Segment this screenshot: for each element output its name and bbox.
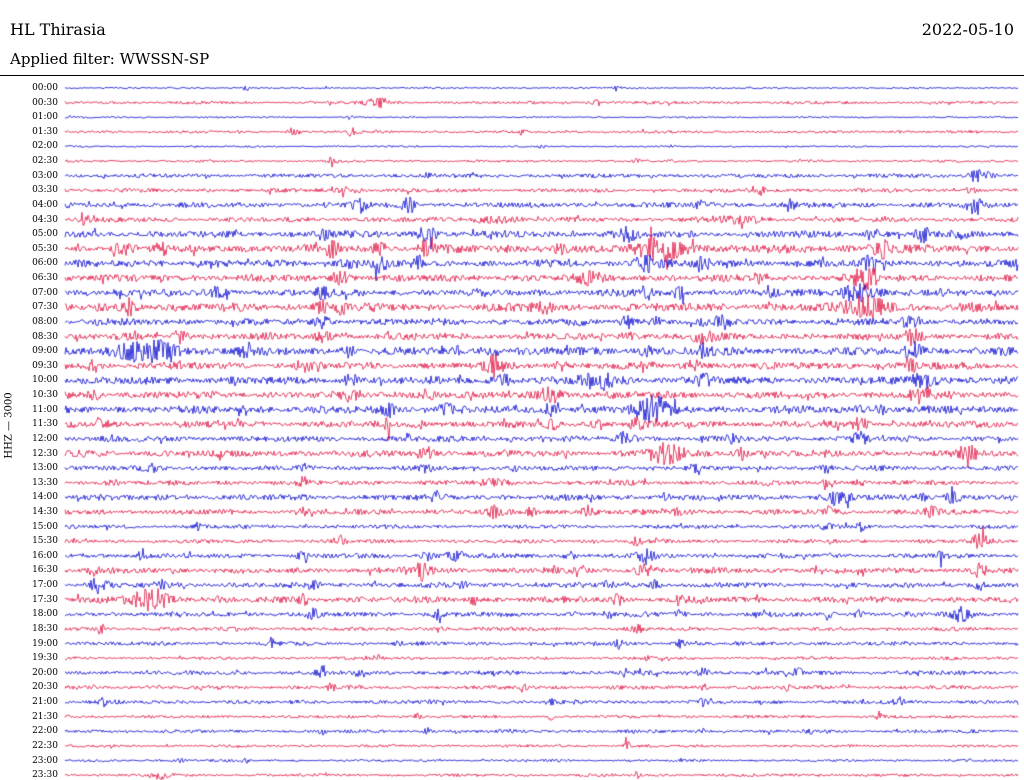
time-label: 06:00 <box>32 258 58 269</box>
header-divider <box>0 75 1024 76</box>
station-title: HL Thirasia <box>10 20 106 39</box>
time-label: 09:00 <box>32 346 58 357</box>
time-label: 21:30 <box>32 711 58 722</box>
time-label: 22:30 <box>32 740 58 751</box>
time-label: 23:00 <box>32 755 58 766</box>
time-label: 20:00 <box>32 667 58 678</box>
time-label: 12:30 <box>32 448 58 459</box>
time-label: 16:00 <box>32 550 58 561</box>
time-label: 01:00 <box>32 112 58 123</box>
time-label: 04:00 <box>32 199 58 210</box>
time-label: 02:00 <box>32 141 58 152</box>
time-label: 18:30 <box>32 623 58 634</box>
time-label: 07:00 <box>32 287 58 298</box>
time-label: 07:30 <box>32 302 58 313</box>
time-label: 05:30 <box>32 243 58 254</box>
time-label: 12:00 <box>32 433 58 444</box>
time-label: 16:30 <box>32 565 58 576</box>
filter-label: Applied filter: WWSSN-SP <box>10 50 210 68</box>
time-label: 13:30 <box>32 477 58 488</box>
time-label: 06:30 <box>32 273 58 284</box>
time-label: 14:30 <box>32 506 58 517</box>
time-label: 20:30 <box>32 682 58 693</box>
time-label: 17:30 <box>32 594 58 605</box>
time-label: 05:00 <box>32 229 58 240</box>
time-label: 09:30 <box>32 360 58 371</box>
time-label: 18:00 <box>32 609 58 620</box>
time-label: 22:00 <box>32 726 58 737</box>
time-label: 04:30 <box>32 214 58 225</box>
time-label: 10:00 <box>32 375 58 386</box>
time-label: 02:30 <box>32 156 58 167</box>
time-label: 00:30 <box>32 97 58 108</box>
time-label: 01:30 <box>32 126 58 137</box>
time-label: 15:00 <box>32 521 58 532</box>
time-label: 11:00 <box>32 404 58 415</box>
time-label: 11:30 <box>32 419 58 430</box>
time-label: 08:30 <box>32 331 58 342</box>
time-label: 19:30 <box>32 653 58 664</box>
time-label: 15:30 <box>32 536 58 547</box>
date-label: 2022-05-10 <box>921 20 1014 39</box>
time-label: 17:00 <box>32 580 58 591</box>
time-label: 03:00 <box>32 170 58 181</box>
time-label: 21:00 <box>32 697 58 708</box>
time-label: 03:30 <box>32 185 58 196</box>
time-label: 23:30 <box>32 770 58 780</box>
time-label: 08:00 <box>32 316 58 327</box>
time-label: 10:30 <box>32 390 58 401</box>
time-label: 13:00 <box>32 463 58 474</box>
time-label: 19:00 <box>32 638 58 649</box>
time-label: 00:00 <box>32 83 58 93</box>
time-label: 14:00 <box>32 492 58 503</box>
